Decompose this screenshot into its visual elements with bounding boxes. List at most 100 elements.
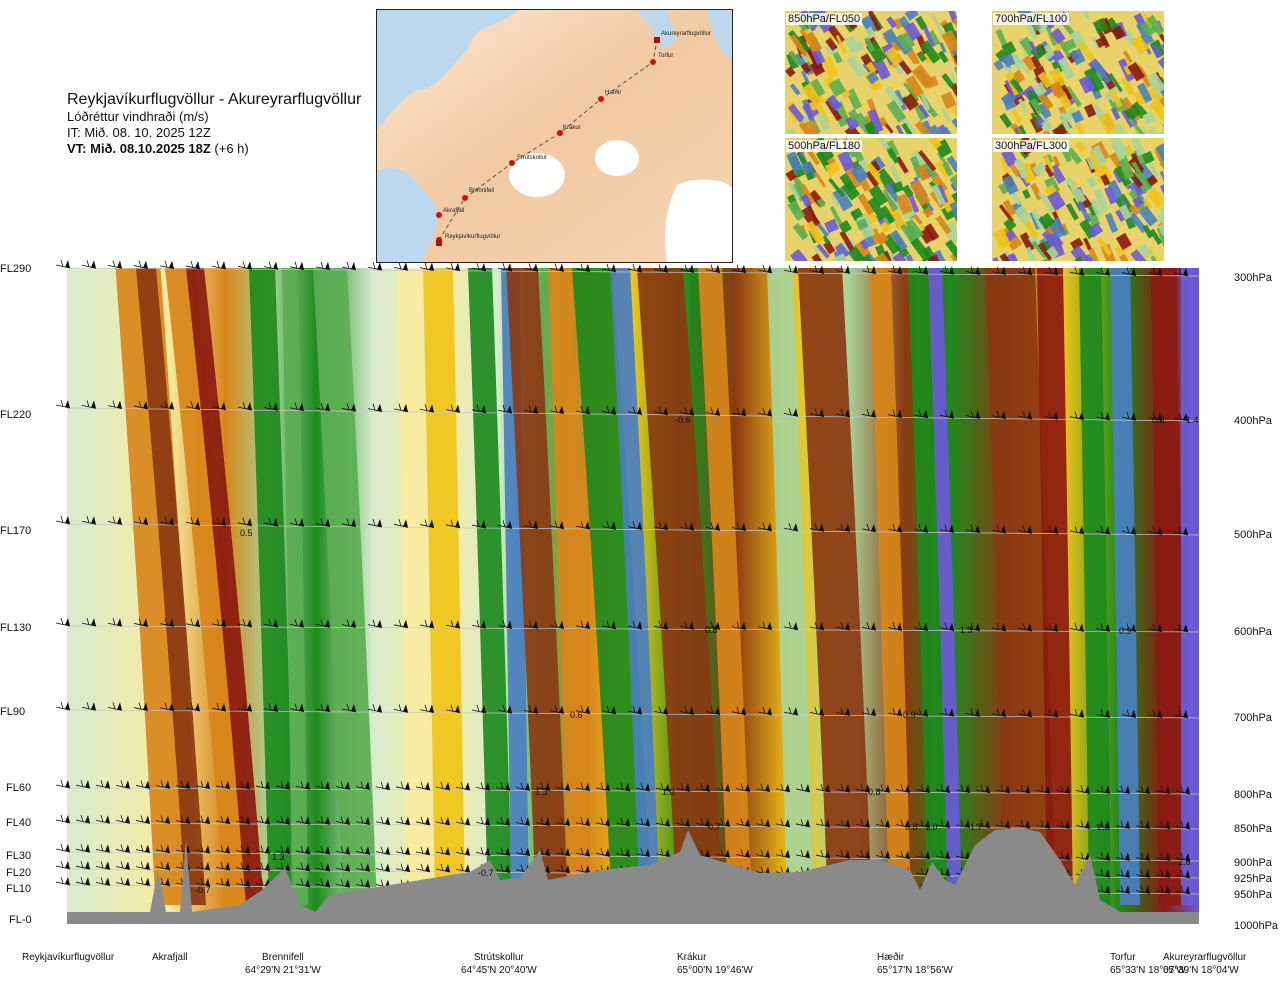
wind-barb (95, 815, 111, 824)
wind-barb (195, 845, 211, 854)
wind-barb (1155, 885, 1171, 895)
route-title: Reykjavíkurflugvöllur - Akureyrarflugvöl… (67, 91, 362, 108)
wind-barb (523, 520, 539, 529)
wind-barb (965, 524, 981, 534)
wind-barb (757, 264, 773, 274)
value-label: 0.8 (905, 822, 918, 832)
wind-barb (675, 818, 691, 827)
level-panel-300[interactable]: 300hPa/FL300 (992, 138, 1164, 261)
wind-barb (289, 402, 305, 412)
level-panel-500[interactable]: 500hPa/FL180 (785, 138, 957, 261)
wind-barb (575, 782, 591, 792)
wind-barb (367, 262, 383, 271)
wind-barb (575, 263, 591, 273)
wind-barb (471, 262, 487, 272)
wind-barb (1121, 412, 1137, 421)
level-panel-700-map (993, 11, 1164, 134)
map-label-torfur: Torfur (658, 53, 673, 59)
wind-barb (315, 862, 331, 872)
pressure-label: 700hPa (1234, 712, 1272, 724)
wind-barb (755, 783, 771, 793)
wind-barb (81, 260, 97, 269)
wind-barb (263, 261, 279, 270)
wind-barb (81, 516, 97, 525)
wind-barb (705, 706, 721, 716)
wind-barb (159, 260, 175, 270)
plume-3 (186, 268, 264, 905)
wind-barb (211, 401, 227, 411)
wind-barb (341, 703, 357, 713)
wind-barb (627, 620, 643, 630)
valid-time: VT: Mið. 08.10.2025 18Z (+6 h) (67, 141, 249, 156)
wind-barb (1155, 869, 1171, 879)
wind-barb (335, 863, 351, 872)
plume-18 (798, 268, 872, 905)
wind-barb (495, 817, 511, 826)
wind-barb (393, 262, 409, 271)
value-label: 0.8 (705, 625, 718, 635)
wind-barb (75, 861, 91, 870)
wind-barb (679, 521, 695, 531)
plume-26 (1151, 268, 1185, 905)
wind-barb (341, 619, 357, 628)
fl-label: FL170 (0, 525, 32, 537)
pressure-label: 600hPa (1234, 626, 1272, 638)
wind-barb (115, 780, 131, 789)
plume-12 (548, 268, 592, 905)
wind-barb (735, 849, 751, 858)
wind-barb (655, 818, 671, 827)
wind-barb (135, 780, 151, 789)
wind-barb (1043, 525, 1059, 535)
wind-barb (955, 784, 971, 794)
level-panel-700[interactable]: 700hPa/FL100 (992, 11, 1164, 134)
wind-barb (355, 816, 371, 825)
wind-barb (393, 519, 409, 528)
wind-barb (341, 518, 357, 528)
wind-barb (55, 876, 71, 886)
wind-barb (367, 403, 383, 413)
value-label: 0.8 (868, 787, 881, 797)
wind-barb (335, 781, 351, 790)
variable-label: Lóðréttur vindhraði (m/s) (67, 109, 209, 124)
wind-barb (939, 410, 955, 419)
wind-barb (887, 265, 903, 275)
plume-5 (282, 268, 308, 905)
wind-barb (1175, 820, 1191, 830)
wind-barb (1017, 410, 1033, 420)
wind-barb (991, 266, 1007, 276)
wind-barb (913, 265, 929, 275)
wind-barb (695, 818, 711, 827)
wind-barb (1115, 885, 1131, 894)
wind-barb (55, 617, 71, 627)
wind-barb (575, 620, 591, 630)
wind-barb (159, 401, 175, 410)
wind-barb (367, 518, 383, 528)
level-panel-850[interactable]: 850hPa/FL050 (785, 11, 957, 134)
plume-25 (1110, 268, 1140, 905)
wind-barb (475, 847, 491, 856)
station-torfur: Torfur 65°33'N 18°07'W (1110, 952, 1186, 976)
wind-barb (81, 400, 97, 409)
wind-barb (1135, 820, 1151, 830)
wind-barb (335, 816, 351, 825)
wind-barb (135, 877, 151, 887)
wind-barb (875, 819, 891, 828)
wind-barb (1135, 869, 1151, 879)
wind-barb (523, 620, 539, 629)
wind-barb (523, 705, 539, 714)
value-label: -0.7 (478, 868, 494, 878)
wind-barb (1115, 820, 1131, 830)
wind-barb (975, 784, 991, 794)
wind-barb (419, 262, 435, 271)
wind-barb (55, 515, 71, 525)
level-line-2 (66, 523, 1200, 536)
wind-barb (215, 845, 231, 854)
wind-barb (715, 849, 731, 858)
wind-barb (887, 409, 903, 418)
wind-barb (1069, 267, 1085, 276)
wind-barb (705, 407, 721, 416)
value-label: 0.7 (708, 822, 721, 832)
wind-barb (315, 878, 331, 888)
wind-barb (155, 815, 171, 824)
wind-barb (95, 861, 111, 870)
